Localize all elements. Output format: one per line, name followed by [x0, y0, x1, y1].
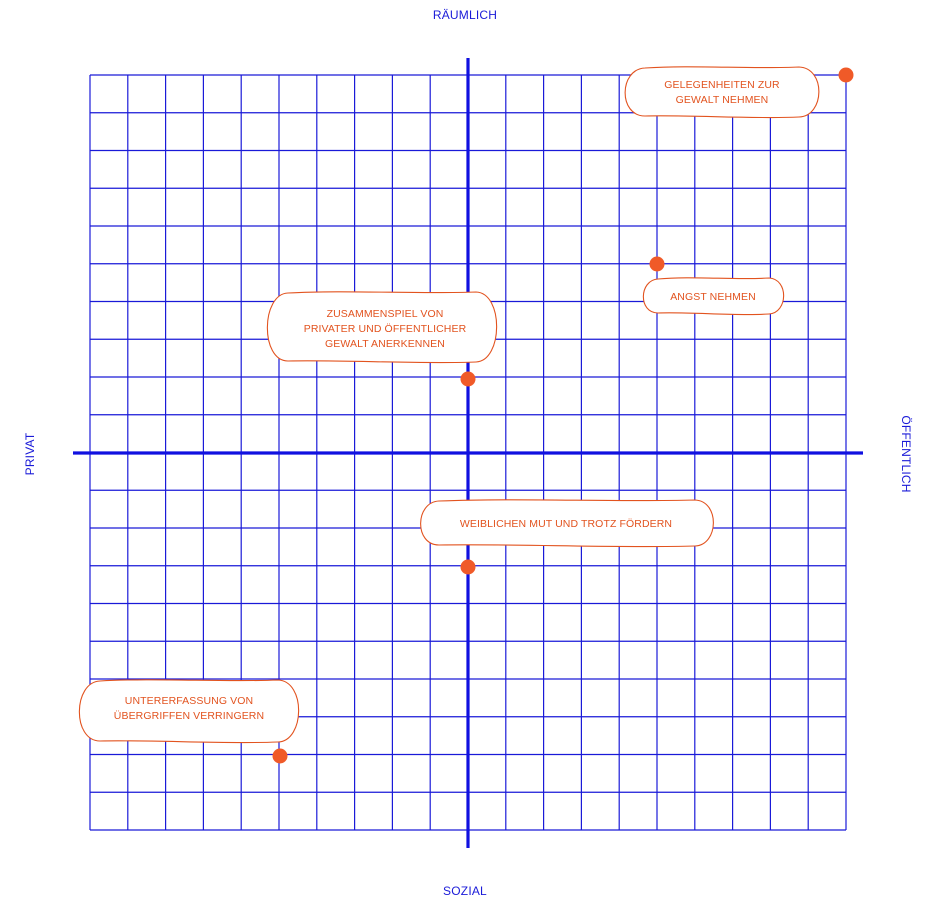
bubble-text-line: WEIBLICHEN MUT UND TROTZ FÖRDERN — [460, 518, 672, 530]
bubble-text-line: UNTERERFASSUNG VON — [125, 695, 253, 707]
bubble-outline — [266, 291, 498, 364]
labels: GELEGENHEITEN ZUR GEWALT NEHMEN ANGST NEHM… — [78, 66, 820, 744]
point-weiblichen — [460, 559, 476, 575]
label-bubble-gelegenheiten: GELEGENHEITEN ZUR GEWALT NEHMEN — [624, 66, 820, 119]
point-gelegenheiten — [838, 67, 854, 83]
point-zusammenspiel — [460, 371, 476, 387]
bubble-outline — [78, 679, 300, 744]
bubble-text-line: ANGST NEHMEN — [670, 291, 756, 303]
point-angst — [649, 256, 665, 272]
axis-label-top: RÄUMLICH — [432, 8, 498, 22]
bubble-text-line: ÜBERGRIFFEN VERRINGERN — [114, 710, 264, 722]
axis-label-bottom: SOZIAL — [443, 884, 487, 898]
bubble-outline — [624, 66, 820, 119]
axes — [73, 58, 863, 848]
point-untererfassung — [272, 748, 288, 764]
label-bubble-untererfassung: UNTERERFASSUNG VON ÜBERGRIFFEN VERRINGERN — [78, 679, 300, 744]
bubble-text-line: GEWALT NEHMEN — [676, 94, 769, 106]
points — [272, 67, 854, 764]
axis-label-right: ÖFFENTLICH — [899, 415, 913, 493]
bubble-text-line: GEWALT ANERKENNEN — [325, 338, 445, 350]
bubble-outline — [642, 277, 785, 316]
bubble-text-line: PRIVATER UND ÖFFENTLICHER — [304, 323, 467, 335]
bubble-text-line: GELEGENHEITEN ZUR — [664, 79, 780, 91]
label-bubble-angst: ANGST NEHMEN — [642, 277, 785, 316]
label-bubble-zusammenspiel: ZUSAMMENSPIEL VON PRIVATER UND ÖFFENTLICH… — [266, 291, 498, 364]
axis-label-left: PRIVAT — [23, 432, 37, 476]
bubble-text-line: ZUSAMMENSPIEL VON — [327, 308, 444, 320]
bubble-outline — [420, 499, 714, 548]
label-bubble-weiblichen: WEIBLICHEN MUT UND TROTZ FÖRDERN — [420, 499, 714, 548]
